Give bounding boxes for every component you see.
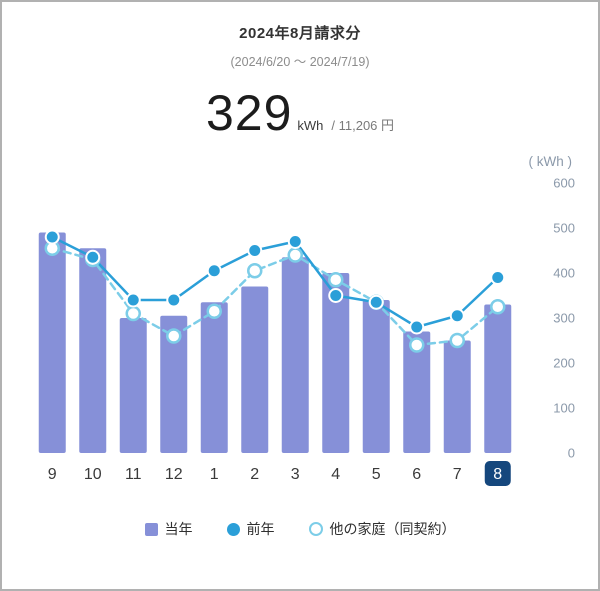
month-label[interactable]: 12 — [164, 466, 182, 483]
y-tick-label: 500 — [553, 221, 575, 236]
dot-last-year — [449, 308, 465, 324]
legend-item-other-households: 他の家庭（同契約） — [308, 519, 456, 539]
dot-last-year — [165, 292, 181, 308]
dot-other-households — [408, 337, 424, 353]
dot-other-households — [165, 328, 181, 344]
usage-cost: / 11,206 円 — [331, 118, 395, 133]
dot-other-households — [125, 305, 141, 322]
line-last-year — [51, 235, 499, 329]
dot-last-year — [206, 263, 222, 279]
solid-dot-marker-icon — [226, 522, 240, 536]
y-tick-label: 400 — [553, 266, 575, 281]
month-label[interactable]: 9 — [47, 466, 56, 483]
dot-other-households — [287, 247, 303, 263]
y-tick-label: 100 — [553, 401, 575, 416]
line-other-households — [50, 247, 499, 347]
dot-other-households — [327, 272, 343, 288]
bar-current-year — [240, 286, 268, 453]
month-label[interactable]: 10 — [83, 466, 101, 483]
month-label[interactable]: 2 — [250, 466, 259, 483]
dot-last-year — [125, 292, 141, 308]
usage-unit: kWh — [297, 118, 324, 133]
bar-current-year — [78, 248, 106, 453]
selected-month-badge[interactable] — [484, 461, 511, 486]
legend-label-last-year: 前年 — [246, 521, 275, 537]
month-label[interactable]: 5 — [371, 466, 380, 483]
dot-last-year — [368, 294, 384, 310]
dot-other-households — [206, 303, 222, 319]
month-label[interactable]: 11 — [124, 466, 141, 483]
bar-current-year — [321, 273, 349, 453]
dot-last-year — [246, 243, 262, 258]
dot-last-year — [489, 270, 505, 285]
month-label[interactable]: 7 — [452, 466, 461, 483]
legend-item-last-year: 前年 — [226, 519, 275, 539]
chart-legend: 当年 前年 他の家庭（同契約） — [2, 519, 598, 539]
bar-current-year — [159, 315, 187, 453]
month-label[interactable]: 3 — [290, 466, 299, 483]
dot-other-households — [489, 299, 505, 315]
dot-last-year — [84, 249, 100, 265]
dot-other-households — [449, 332, 465, 349]
bar-current-year — [281, 257, 309, 453]
month-label[interactable]: 8 — [493, 466, 502, 483]
dot-last-year — [408, 319, 424, 335]
page-title: 2024年8月請求分 — [239, 25, 361, 42]
bar-current-year — [119, 318, 147, 453]
y-tick-label: 600 — [553, 176, 575, 191]
y-tick-label: 200 — [553, 356, 575, 371]
bar-current-year — [402, 331, 430, 453]
legend-label-other-households: 他の家庭（同契約） — [329, 521, 456, 537]
month-label[interactable]: 1 — [209, 466, 218, 483]
open-dot-marker-icon — [308, 522, 323, 536]
dot-last-year — [327, 288, 343, 303]
bar-current-year — [483, 304, 511, 453]
legend-label-current-year: 当年 — [164, 521, 193, 537]
bar-current-year — [362, 300, 390, 453]
legend-item-current-year: 当年 — [144, 519, 193, 539]
usage-value: 329 — [205, 85, 293, 141]
billing-period: (2024/6/20 ～ 2024/7/19) — [230, 55, 370, 69]
bar-current-year — [38, 232, 66, 453]
y-tick-label: 0 — [567, 446, 574, 461]
month-label[interactable]: 4 — [331, 466, 340, 483]
dot-last-year — [287, 234, 303, 249]
y-tick-label: 300 — [553, 311, 575, 326]
bar-current-year — [200, 302, 228, 453]
bar-marker-icon — [144, 522, 158, 536]
dot-other-households — [246, 263, 262, 279]
month-label[interactable]: 6 — [412, 466, 421, 483]
dot-last-year — [44, 229, 60, 245]
usage-summary: 329 kWh / 11,206 円 — [2, 88, 598, 138]
y-axis-unit-label: ( kWh ) — [528, 154, 573, 169]
bar-current-year — [443, 340, 471, 453]
